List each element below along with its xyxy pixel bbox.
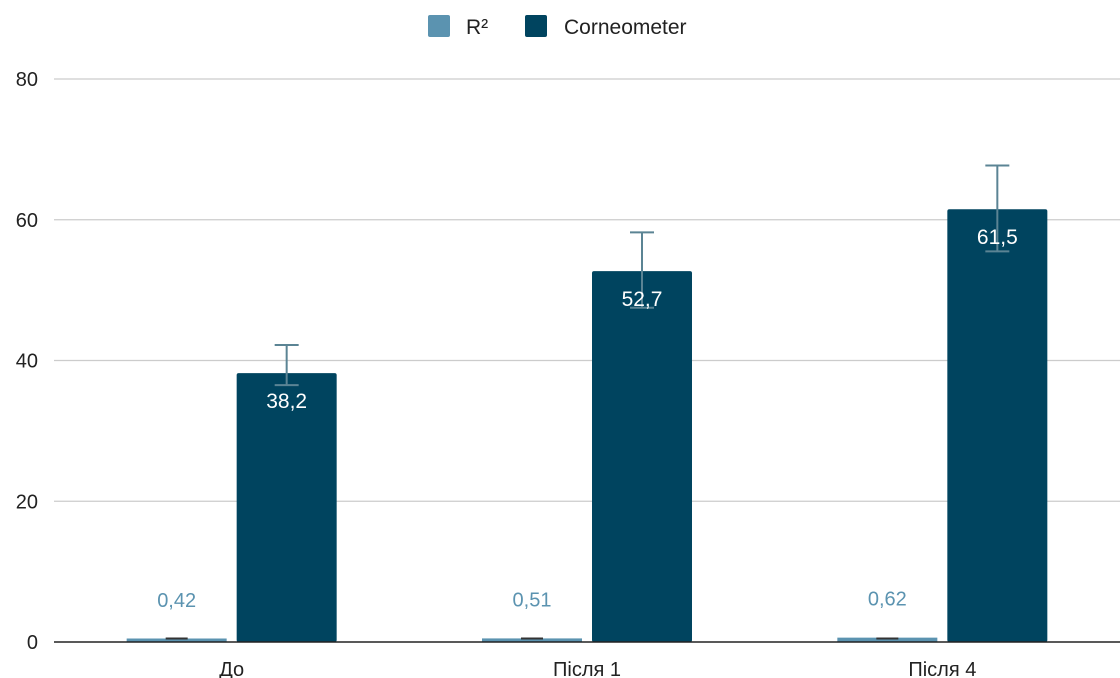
x-axis-ticks: До Після 1 Після 4 (54, 641, 1120, 678)
bar-corneometer (592, 271, 692, 642)
y-tick-label: 60 (16, 210, 38, 232)
legend-swatch-r2 (428, 15, 450, 37)
x-tick-label: Після 1 (553, 659, 621, 678)
y-tick-label: 40 (16, 351, 38, 373)
data-labels: 0,42 38,2 0,51 52,7 0,62 61,5 (157, 226, 1018, 612)
error-bars (165, 164, 1010, 640)
y-axis-ticks: 0 20 40 60 80 (16, 69, 38, 654)
legend-label-corneometer: Corneometer (564, 16, 687, 39)
y-tick-label: 20 (16, 491, 38, 513)
data-label-r2: 0,51 (513, 589, 552, 611)
legend-label-r2: R² (466, 16, 488, 39)
data-label-r2: 0,62 (868, 589, 907, 611)
bar-r2 (482, 638, 582, 642)
y-tick-label: 0 (27, 632, 38, 654)
grid (54, 78, 1120, 502)
x-tick-label: До (219, 659, 244, 678)
x-tick-label: Після 4 (908, 659, 976, 678)
legend-swatch-corneometer (525, 15, 547, 37)
data-label-corneometer: 52,7 (622, 288, 663, 311)
bar-r2 (126, 638, 227, 642)
bar-corneometer (947, 209, 1048, 642)
data-label-corneometer: 38,2 (266, 390, 307, 413)
bars (126, 209, 1048, 642)
bar-corneometer (236, 373, 337, 642)
legend: R² Corneometer (428, 15, 687, 39)
y-tick-label: 80 (16, 69, 38, 91)
data-label-r2: 0,42 (157, 590, 196, 612)
data-label-corneometer: 61,5 (977, 226, 1018, 249)
bar-r2 (837, 637, 938, 642)
